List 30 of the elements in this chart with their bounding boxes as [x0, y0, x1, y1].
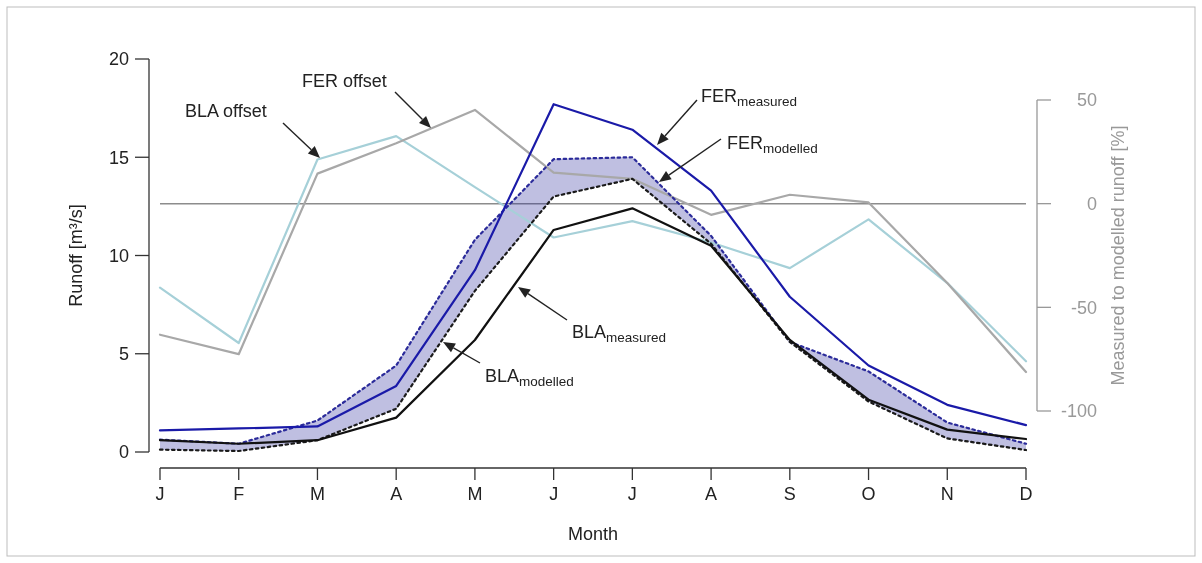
y-tick-label: 15	[108, 147, 129, 168]
annotation: FER offset	[302, 71, 387, 91]
y-tick-label: 0	[118, 442, 129, 463]
x-tick-label: M	[309, 484, 325, 504]
y2-tick-label: 0	[1086, 193, 1097, 214]
x-tick-label: O	[861, 484, 876, 504]
annotation: BLA$_{measured}$	[572, 322, 667, 346]
x-axis-title: Month	[567, 524, 619, 544]
annotation: FER$_{measured}$	[701, 86, 798, 110]
y-axis-title: Runoff [m³/s]	[66, 204, 86, 307]
y2-tick-label: 50	[1076, 90, 1097, 111]
x-tick-label: A	[390, 484, 403, 504]
y-tick-label: 5	[118, 344, 129, 365]
annotation: BLA$_{modelled}$	[485, 366, 574, 390]
annotation: FER$_{modelled}$	[727, 133, 818, 157]
x-tick-label: J	[155, 484, 165, 504]
y2-axis-title: Measured to modelled runoff [%]	[1108, 125, 1128, 386]
x-tick-label: M	[467, 484, 483, 504]
x-tick-label: J	[627, 484, 637, 504]
y-tick-label: 10	[108, 245, 129, 266]
x-tick-label: F	[233, 484, 245, 504]
x-tick-label: S	[783, 484, 796, 504]
y2-tick-label: -100	[1060, 401, 1097, 422]
annotation: BLA offset	[185, 101, 267, 121]
x-tick-label: J	[549, 484, 559, 504]
x-tick-label: N	[940, 484, 954, 504]
x-tick-label: D	[1019, 484, 1033, 504]
x-tick-label: A	[705, 484, 718, 504]
y2-tick-label: -50	[1070, 297, 1097, 318]
y-tick-label: 20	[108, 49, 129, 70]
